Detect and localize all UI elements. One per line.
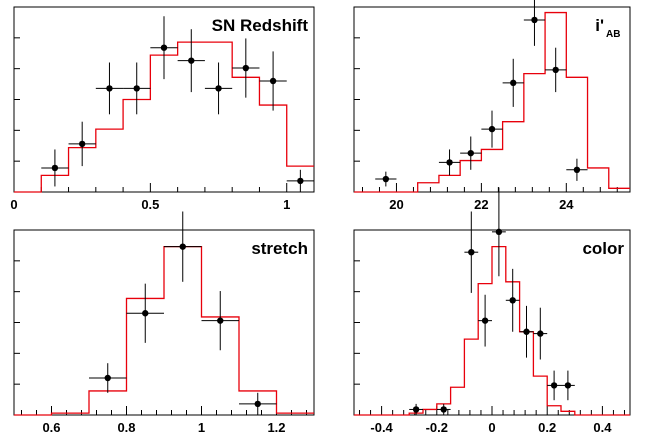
data-marker: [78, 140, 86, 148]
data-marker: [552, 66, 559, 74]
data-point: [502, 58, 524, 107]
x-tick-label: 24: [559, 197, 574, 212]
data-marker: [468, 249, 475, 256]
data-marker: [242, 64, 250, 72]
x-tick-label: -0.4: [370, 420, 393, 435]
x-tick-label: 1: [198, 420, 205, 435]
data-marker: [446, 159, 453, 166]
data-marker: [179, 243, 186, 250]
x-tick-label: 0.2: [538, 420, 556, 435]
x-tick-label: 0.6: [42, 420, 60, 435]
data-marker: [106, 85, 113, 92]
data-point: [164, 211, 202, 282]
data-marker: [531, 16, 538, 24]
data-marker: [142, 310, 149, 317]
panel-stretch: 0.6 0.8 1 1.2 stretch: [13, 211, 315, 435]
data-point: [505, 268, 520, 332]
x-tick-label: 0.5: [141, 197, 159, 212]
data-marker: [217, 317, 224, 324]
data-marker: [550, 382, 558, 389]
x-tick-label: 0.8: [117, 420, 135, 435]
data-marker: [382, 175, 390, 183]
data-marker: [573, 166, 581, 173]
data-marker: [488, 125, 496, 133]
data-point: [464, 211, 479, 293]
panel-title: i': [595, 16, 604, 35]
panel-redshift: 0 0.5 1 SN Redshift: [10, 6, 315, 212]
data-marker: [51, 164, 59, 172]
panel-title: SN Redshift: [212, 16, 309, 35]
data-point: [436, 403, 451, 415]
x-tick-label: 1: [283, 197, 290, 212]
data-point: [438, 149, 461, 176]
x-tick-label: 0.4: [593, 420, 612, 435]
data-point: [150, 16, 178, 80]
data-marker: [254, 400, 261, 408]
data-point: [409, 403, 423, 415]
plot-frame: [353, 6, 631, 193]
data-point: [126, 283, 164, 343]
data-marker: [412, 406, 420, 413]
panel-color: -0.4 -0.2 0 0.2 0.4 color: [353, 187, 631, 435]
x-tick-label: -0.2: [426, 420, 448, 435]
data-point: [68, 121, 96, 167]
model-histogram: [14, 41, 314, 193]
data-marker: [133, 85, 140, 92]
panel-title-subscript: AB: [606, 29, 620, 40]
data-point: [523, 0, 546, 46]
data-point: [95, 62, 124, 115]
data-point: [375, 171, 397, 187]
data-point: [239, 392, 277, 415]
data-point: [547, 370, 561, 401]
model-histogram: [354, 246, 630, 416]
x-tick-label: 20: [389, 197, 403, 212]
panel-title: color: [582, 239, 624, 258]
data-point: [177, 29, 205, 93]
data-point: [533, 307, 548, 360]
data-marker: [160, 44, 168, 51]
data-marker: [510, 79, 517, 87]
data-point: [286, 169, 314, 192]
data-marker: [481, 317, 489, 324]
data-marker: [523, 328, 530, 335]
data-point: [519, 305, 534, 358]
data-marker: [440, 406, 447, 413]
data-marker: [509, 297, 516, 304]
x-tick-label: 22: [474, 197, 488, 212]
data-marker: [215, 85, 222, 92]
panel-title: stretch: [251, 239, 308, 258]
data-point: [41, 149, 69, 187]
data-marker: [564, 382, 572, 389]
data-marker: [188, 57, 195, 64]
data-point: [204, 62, 233, 115]
model-histogram: [354, 11, 630, 193]
data-marker: [467, 149, 474, 157]
data-marker: [297, 177, 304, 185]
data-point: [123, 62, 151, 115]
data-marker: [269, 77, 277, 85]
data-point: [545, 47, 567, 93]
data-point: [89, 363, 127, 393]
data-point: [201, 291, 239, 351]
data-point: [478, 294, 492, 347]
data-point: [561, 370, 575, 401]
data-point: [492, 187, 506, 277]
panel-magnitude: 20 22 24 i' AB: [353, 0, 631, 212]
data-point: [232, 38, 260, 98]
data-point: [460, 136, 482, 170]
x-tick-label: 0: [488, 420, 495, 435]
data-point: [259, 51, 287, 111]
x-tick-label: 0: [10, 197, 17, 212]
data-point: [566, 158, 588, 181]
data-marker: [537, 330, 544, 337]
data-marker: [495, 228, 503, 236]
data-point: [481, 110, 503, 148]
x-tick-label: 1.2: [267, 420, 285, 435]
data-marker: [104, 374, 111, 382]
model-histogram: [14, 246, 314, 416]
